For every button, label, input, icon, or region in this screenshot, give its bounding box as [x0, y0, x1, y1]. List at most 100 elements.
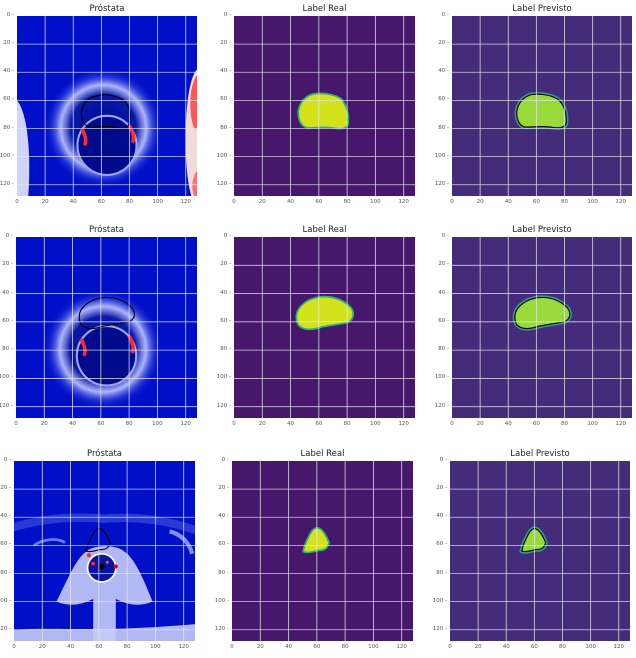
y-tick-label: 0 - — [5, 233, 13, 239]
x-tick-label: 40 — [67, 644, 75, 650]
y-tick-label: 80 - — [3, 124, 14, 131]
y-tick-label: 100 - — [434, 374, 449, 381]
y-tick-label: 0 - — [6, 12, 14, 18]
x-tick-label: 80 — [561, 199, 568, 205]
y-tick-label: 120 - — [434, 402, 449, 409]
y-tick-label: 100 - — [0, 152, 14, 159]
y-tick-label: 80 - — [2, 346, 13, 353]
x-tick-label: 20 — [258, 199, 266, 205]
y-tick-label: 120 - — [0, 625, 11, 632]
x-tick-label: 80 — [125, 421, 133, 427]
x-tick-label: 0 — [450, 421, 454, 427]
x-tick-label: 100 — [587, 421, 598, 427]
y-tick-label: 80 - — [436, 569, 447, 576]
x-tick-label: 40 — [69, 199, 77, 205]
y-tick-label: 120 - — [432, 625, 447, 632]
y-tick-label: 60 - — [220, 96, 231, 103]
y-tick-label: 40 - — [220, 68, 231, 75]
y-tick-label: 60 - — [2, 317, 13, 324]
x-tick-label: 120 — [180, 199, 192, 205]
x-tick-label: 60 — [95, 644, 103, 650]
x-tick-label: 80 — [561, 421, 568, 427]
x-tick-label: 20 — [41, 199, 49, 205]
y-tick-label: 20 - — [220, 40, 231, 47]
y-tick-label: 20 - — [2, 261, 13, 268]
predicted-mask — [450, 461, 630, 641]
x-tick-label: 20 — [258, 421, 266, 427]
x-tick-label: 40 — [287, 199, 295, 205]
y-tick-label: 100 - — [0, 597, 11, 604]
x-tick-label: 80 — [341, 644, 349, 650]
y-tick-label: 80 - — [438, 346, 449, 353]
x-tick-label: 80 — [343, 199, 351, 205]
y-tick-label: 100 - — [216, 152, 231, 159]
y-tick-label: 40 - — [438, 68, 449, 75]
y-tick-label: 100 - — [0, 374, 13, 381]
panel-title: Label Real — [300, 449, 345, 459]
y-tick-label: 20 - — [438, 261, 449, 268]
x-tick-label: 20 — [476, 199, 484, 205]
x-tick-label: 100 — [152, 199, 163, 205]
y-tick-label: 100 - — [216, 374, 231, 381]
x-tick-label: 40 — [285, 644, 293, 650]
x-tick-label: 60 — [97, 199, 105, 205]
x-tick-label: 60 — [530, 644, 538, 650]
y-tick-label: 40 - — [436, 513, 447, 520]
y-tick-label: 80 - — [438, 124, 449, 131]
x-tick-label: 120 — [178, 644, 189, 650]
y-tick-label: 120 - — [0, 180, 14, 187]
x-tick-label: 0 — [15, 199, 19, 205]
y-tick-label: 20 - — [438, 40, 449, 47]
y-tick-label: 80 - — [220, 124, 231, 131]
predicted-mask — [452, 237, 632, 418]
y-tick-label: 60 - — [220, 317, 231, 324]
y-tick-label: 60 - — [438, 96, 449, 103]
x-tick-label: 120 — [615, 199, 627, 205]
x-tick-label: 40 — [287, 421, 295, 427]
x-tick-label: 0 — [232, 421, 236, 427]
y-tick-label: 120 - — [434, 180, 449, 187]
x-tick-label: 20 — [40, 421, 48, 427]
y-tick-label: 40 - — [0, 513, 11, 520]
x-tick-label: 0 — [232, 199, 236, 205]
y-tick-label: 20 - — [436, 485, 447, 492]
y-tick-label: 80 - — [220, 346, 231, 353]
y-tick-label: 0 - — [441, 233, 449, 239]
panel-title: Label Previsto — [512, 225, 572, 235]
x-tick-label: 60 — [315, 199, 323, 205]
y-tick-label: 60 - — [218, 541, 229, 548]
y-tick-label: 100 - — [434, 152, 449, 159]
x-tick-label: 60 — [532, 199, 540, 205]
panel-title: Próstata — [87, 449, 122, 459]
x-tick-label: 100 — [150, 644, 161, 650]
x-tick-label: 0 — [12, 644, 16, 650]
panel-title: Label Previsto — [512, 4, 572, 14]
y-tick-label: 60 - — [438, 317, 449, 324]
ground-truth-mask — [232, 461, 413, 641]
x-tick-label: 100 — [585, 644, 596, 650]
y-tick-label: 0 - — [221, 457, 229, 463]
x-tick-label: 60 — [97, 421, 105, 427]
y-tick-label: 40 - — [220, 289, 231, 296]
y-tick-label: 120 - — [0, 402, 13, 409]
x-tick-label: 60 — [315, 421, 323, 427]
x-tick-label: 0 — [14, 421, 18, 427]
y-tick-label: 0 - — [439, 457, 447, 463]
ground-truth-mask — [234, 237, 415, 418]
x-tick-label: 100 — [370, 199, 381, 205]
x-tick-label: 60 — [532, 421, 540, 427]
y-tick-label: 20 - — [0, 485, 11, 492]
x-tick-label: 100 — [152, 421, 163, 427]
y-tick-label: 20 - — [220, 261, 231, 268]
x-tick-label: 80 — [123, 644, 131, 650]
panel-title: Próstata — [89, 225, 124, 235]
x-tick-label: 0 — [230, 644, 234, 650]
x-tick-label: 20 — [476, 421, 484, 427]
y-tick-label: 40 - — [438, 289, 449, 296]
y-tick-label: 120 - — [214, 625, 229, 632]
x-tick-label: 0 — [450, 199, 454, 205]
x-tick-label: 120 — [615, 421, 627, 427]
panel-title: Label Real — [302, 4, 347, 14]
x-tick-label: 40 — [504, 199, 512, 205]
y-tick-label: 60 - — [3, 96, 14, 103]
